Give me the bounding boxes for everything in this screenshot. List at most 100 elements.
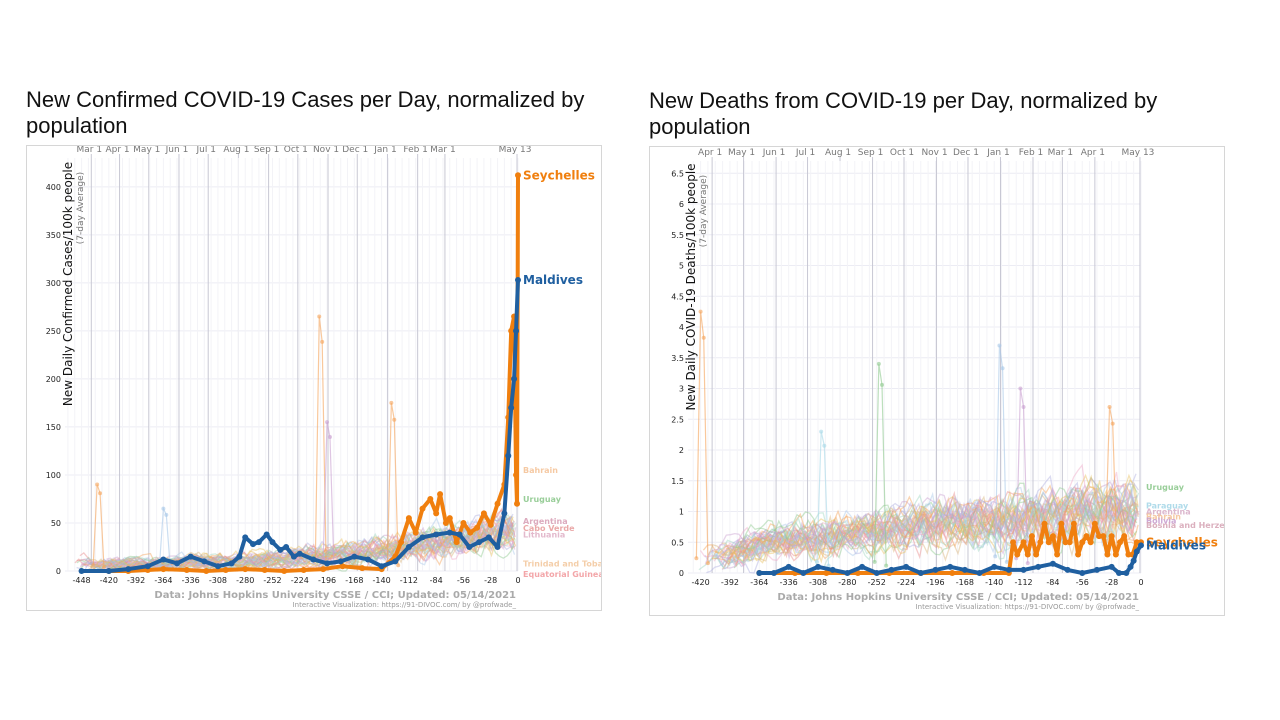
month-label: Jan 1 <box>986 148 1009 158</box>
maldives-label: Maldives <box>1146 538 1206 552</box>
background-series-line <box>725 476 1138 564</box>
maldives-point <box>144 563 151 570</box>
y-tick-label: 150 <box>46 423 61 432</box>
seychelles-point <box>183 567 190 574</box>
y-tick-label: 6.5 <box>671 169 684 178</box>
background-series-line <box>110 521 514 572</box>
seychelles-point <box>203 568 210 574</box>
maldives-point <box>501 510 508 517</box>
background-series-line <box>704 477 1138 565</box>
seychelles-point <box>320 566 327 573</box>
maldives-point <box>1079 570 1086 576</box>
maldives-point <box>1115 570 1122 576</box>
seychelles-point <box>487 521 494 528</box>
maldives-point <box>829 566 836 573</box>
maldives-point <box>187 553 194 560</box>
maldives-point <box>947 563 954 570</box>
maldives-point <box>844 570 851 576</box>
maldives-point <box>419 534 426 541</box>
background-spike-point <box>822 443 827 448</box>
background-spike-point <box>1021 404 1026 409</box>
background-series-line <box>111 516 514 570</box>
maldives-point <box>873 570 880 576</box>
maldives-point <box>283 543 290 550</box>
month-label: Jul 1 <box>195 146 215 155</box>
background-series-line <box>708 502 1138 556</box>
background-series-line <box>722 482 1139 559</box>
deaths-chart: 0 0.5 1 1.5 2 2.5 3 3.5 4 4.5 5 5.5 6 6.5 Apr 1 May 1 Ju… <box>671 148 1230 611</box>
series-label: Paraguay <box>1146 501 1189 510</box>
background-spike-point <box>1025 561 1030 566</box>
left-title-line1: New Confirmed COVID-19 Cases per Day, no… <box>26 87 585 112</box>
maldives-point <box>446 529 453 536</box>
background-spike-point <box>161 506 166 511</box>
background-spike-line <box>1015 388 1029 564</box>
y-tick-label: 250 <box>46 327 61 336</box>
y-tick-label: 6 <box>679 200 684 209</box>
maldives-point <box>770 570 777 576</box>
maldives-point <box>105 568 112 574</box>
maldives-point <box>756 570 763 576</box>
maldives-point <box>214 563 221 570</box>
y-axis-label: New Daily Confirmed Cases/100k people <box>61 162 75 406</box>
seychelles-point <box>854 570 861 576</box>
x-tick-label: -308 <box>809 578 827 587</box>
month-label: May 13 <box>1121 148 1154 158</box>
background-spike-point <box>826 563 831 568</box>
maldives-point <box>242 534 249 541</box>
x-tick-label: -280 <box>838 578 856 587</box>
y-tick-label: 5.5 <box>671 231 684 240</box>
background-spike-line <box>386 402 399 566</box>
background-series-line <box>81 518 516 572</box>
source-text: Data: Johns Hopkins University CSSE / CC… <box>154 590 516 601</box>
y-tick-label: 1.5 <box>671 477 684 486</box>
background-spike-point <box>95 482 100 487</box>
seychelles-point <box>281 568 288 574</box>
seychelles-point <box>442 519 449 526</box>
y-axis-sublabel: (7-day Average) <box>76 172 86 244</box>
seychelles-point <box>480 510 487 517</box>
background-series-line <box>712 495 1137 570</box>
x-tick-label: -28 <box>1105 578 1118 587</box>
background-spike-point <box>101 565 106 570</box>
background-series-line <box>76 509 514 572</box>
maldives-point <box>1064 566 1071 573</box>
seychelles-point <box>1096 533 1103 540</box>
maldives-point <box>310 556 317 563</box>
credit-text: Interactive Visualization: https://91-DI… <box>293 601 517 609</box>
source-text: Data: Johns Hopkins University CSSE / CC… <box>777 592 1139 603</box>
background-spike-point <box>164 512 169 517</box>
background-spike-point <box>1110 421 1115 426</box>
x-tick-label: 0 <box>515 576 520 585</box>
y-tick-label: 2 <box>679 446 684 455</box>
background-series-line <box>732 486 1136 550</box>
seychelles-point <box>1121 533 1128 540</box>
background-series-line <box>721 489 1138 561</box>
background-spike-point <box>701 335 706 340</box>
seychelles-point <box>1024 551 1031 558</box>
background-spike-point <box>993 554 998 559</box>
background-series-line <box>730 492 1139 570</box>
x-tick-label: -224 <box>897 578 915 587</box>
x-tick-label: -112 <box>1014 578 1032 587</box>
maldives-point <box>800 570 807 576</box>
seychelles-point <box>405 515 412 522</box>
background-series-line <box>726 481 1139 561</box>
right-chart-title: New Deaths from COVID-19 per Day, normal… <box>649 88 1157 140</box>
maldives-point <box>378 563 385 570</box>
x-tick-label: -252 <box>263 576 281 585</box>
month-label: Jun 1 <box>165 146 189 155</box>
maldives-point <box>269 539 276 546</box>
background-spike-point <box>1107 404 1112 409</box>
month-label: Nov 1 <box>313 146 339 155</box>
maldives-point <box>903 563 910 570</box>
background-spike-point <box>320 339 325 344</box>
seychelles-point <box>427 495 434 502</box>
maldives-point <box>494 543 501 550</box>
maldives-point <box>961 566 968 573</box>
right-chart-frame: 0 0.5 1 1.5 2 2.5 3 3.5 4 4.5 5 5.5 6 6.5 Apr 1 May 1 Ju… <box>649 146 1231 616</box>
right-title-line2: population <box>649 114 751 139</box>
x-tick-label: -168 <box>345 576 363 585</box>
maldives-point <box>1138 542 1144 549</box>
right-title-line1: New Deaths from COVID-19 per Day, normal… <box>649 88 1158 113</box>
